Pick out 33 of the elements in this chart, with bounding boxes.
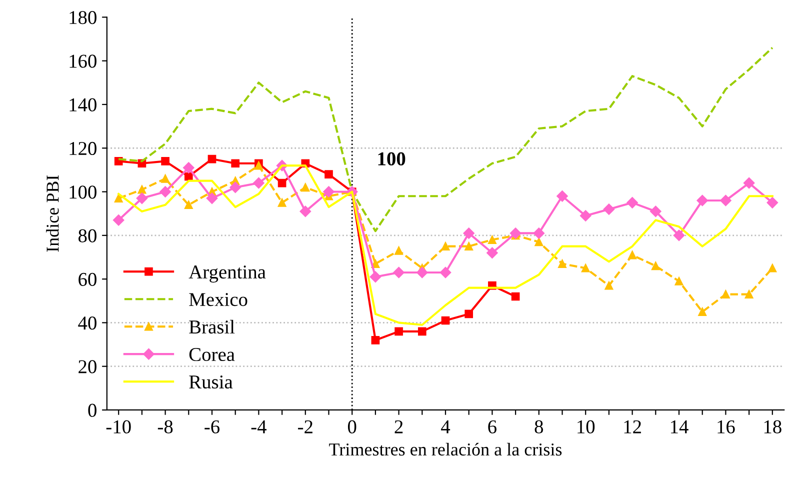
x-tick-label: -8 — [158, 420, 173, 434]
x-tick-label: -6 — [204, 420, 220, 434]
x-tick-label: 12 — [624, 420, 641, 434]
y-tick-label: 60 — [78, 272, 96, 286]
y-tick-label: 120 — [70, 142, 96, 156]
y-tick-label: 160 — [70, 54, 96, 68]
y-tick-label: 140 — [70, 98, 96, 112]
x-tick-label: -2 — [298, 420, 312, 434]
y-tick-label: 0 — [88, 404, 96, 417]
y-tick-label: 40 — [78, 316, 96, 330]
x-tick-label: 0 — [348, 420, 356, 434]
x-tick-label: -10 — [106, 420, 131, 434]
x-axis-title: Trimestres en relación a la crisis — [329, 442, 562, 456]
y-tick-label: 180 — [70, 11, 96, 24]
y-tick-label: 100 — [70, 186, 96, 199]
x-tick-label: 10 — [578, 420, 595, 434]
x-tick-label: -4 — [251, 420, 266, 434]
legend-label: Corea — [189, 348, 235, 362]
legend-label: Argentina — [188, 266, 266, 283]
x-tick-label: 6 — [488, 420, 496, 434]
legend-label: Rusia — [189, 375, 233, 389]
x-tick-label: 18 — [764, 420, 782, 434]
y-axis-title: Indice PBI — [46, 175, 59, 252]
y-tick-label: 80 — [78, 229, 96, 242]
y-tick-label: 20 — [78, 360, 96, 374]
x-tick-label: 14 — [670, 420, 688, 434]
x-tick-label: 16 — [718, 420, 735, 434]
legend-label: Brasil — [189, 320, 235, 334]
annotation: 100 — [378, 152, 406, 166]
x-tick-label: 8 — [534, 420, 544, 434]
legend-label: Mexico — [189, 293, 248, 306]
x-tick-label: 2 — [394, 420, 403, 434]
x-tick-label: 4 — [441, 420, 450, 434]
